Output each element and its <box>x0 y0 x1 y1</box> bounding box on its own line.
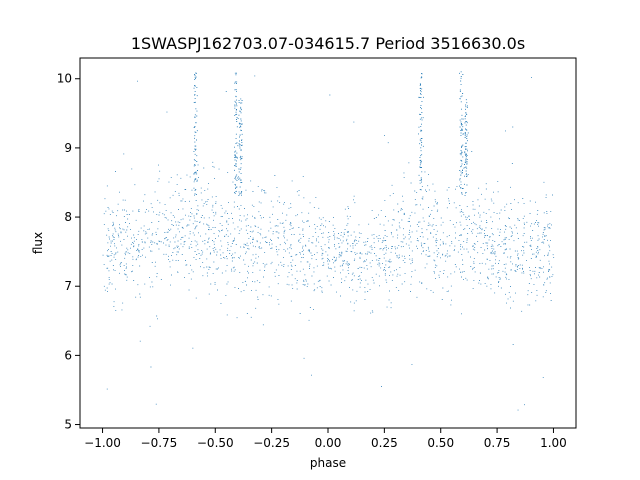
y-tick-label: 5 <box>64 418 72 432</box>
x-tick-label: −1.00 <box>84 436 121 450</box>
scatter-points <box>102 75 555 411</box>
flux-spike <box>464 99 469 196</box>
x-tick-label: −0.75 <box>141 436 178 450</box>
x-tick-label: 0.50 <box>427 436 454 450</box>
chart-title: 1SWASPJ162703.07-034615.7 Period 3516630… <box>131 34 525 53</box>
y-tick-label: 8 <box>64 210 72 224</box>
y-tick-label: 6 <box>64 348 72 362</box>
y-axis: 5 6 7 8 9 10 <box>57 72 80 432</box>
flux-spike <box>237 98 243 197</box>
flux-spike <box>459 71 464 195</box>
x-tick-label: 0.00 <box>315 436 342 450</box>
y-tick-label: 7 <box>64 279 72 293</box>
flux-spike <box>418 73 424 191</box>
flux-spike <box>234 72 239 194</box>
x-tick-label: 1.00 <box>540 436 567 450</box>
x-tick-label: 0.25 <box>371 436 398 450</box>
x-tick-label: 0.75 <box>484 436 511 450</box>
x-axis: −1.00 −0.75 −0.50 −0.25 0.00 0.25 0.50 0.75 1.00 <box>84 428 567 450</box>
y-axis-label: flux <box>31 232 45 254</box>
x-tick-label: −0.50 <box>197 436 234 450</box>
flux-spike <box>193 72 198 195</box>
x-tick-label: −0.25 <box>253 436 290 450</box>
data-points <box>102 71 555 411</box>
y-tick-label: 9 <box>64 141 72 155</box>
x-axis-label: phase <box>310 456 346 470</box>
y-tick-label: 10 <box>57 72 72 86</box>
